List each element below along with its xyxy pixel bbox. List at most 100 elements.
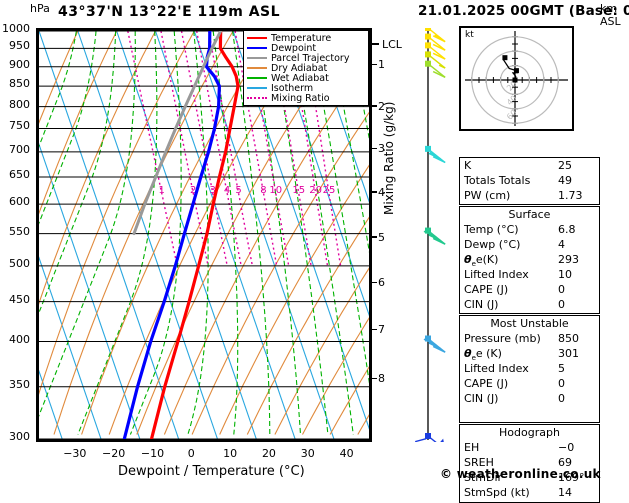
index-row: Totals Totals 49 <box>460 173 599 188</box>
altitude-tick-7: 7 <box>378 323 385 337</box>
box3-title: Most Unstable <box>460 316 599 331</box>
index-value: 25 <box>558 159 572 172</box>
index-value: 301 <box>558 347 579 360</box>
altitude-tick-mark <box>370 63 377 66</box>
altitude-axis-asl-label: ASL <box>600 15 621 28</box>
run-datetime-title: 21.01.2025 00GMT (Base: 00) <box>418 3 629 19</box>
svg-text:3: 3 <box>210 185 216 196</box>
svg-text:10: 10 <box>269 185 282 196</box>
pressure-tick-600: 600 <box>9 195 30 209</box>
index-key: Temp (°C) <box>464 223 519 236</box>
index-key: CIN (J) <box>464 298 499 311</box>
index-value: 0 <box>558 392 565 405</box>
hodograph-indices-box: Hodograph EH −0 SREH 69 StmDir 169° StmSpd (kt)… <box>459 424 600 503</box>
altitude-tick-6: 6 <box>378 276 385 290</box>
index-value: 0 <box>558 298 565 311</box>
index-value: 0 <box>558 377 565 390</box>
x-axis-title: Dewpoint / Temperature (°C) <box>118 464 305 479</box>
svg-text:1: 1 <box>158 185 164 196</box>
temperature-tick-0: 0 <box>187 447 195 460</box>
legend-item-label: Mixing Ratio <box>271 92 330 104</box>
hodograph-unit-label: kt <box>465 30 474 40</box>
pressure-tick-500: 500 <box>9 256 30 270</box>
legend-swatch-icon <box>247 47 267 49</box>
wind-barb <box>425 145 446 164</box>
index-key: K <box>464 159 472 172</box>
index-value: 5 <box>558 362 565 375</box>
box2-title: Surface <box>460 207 599 222</box>
wind-barb-canvas <box>414 25 446 451</box>
pressure-tick-700: 700 <box>9 142 30 156</box>
surface-parcel-box: Surface Temp (°C) 6.8 Dewp (°C) 4 θee(K) 293 Li… <box>459 206 600 314</box>
index-key: StmSpd (kt) <box>464 486 530 499</box>
svg-text:8: 8 <box>260 185 266 196</box>
lcl-label: LCL <box>382 37 402 51</box>
station-coordinates-title: 43°37'N 13°22'E 119m ASL <box>58 4 281 20</box>
legend-item-label: Parcel Trajectory <box>271 52 350 64</box>
index-value: 69 <box>558 456 572 469</box>
index-row: PW (cm) 1.73 <box>460 188 599 203</box>
most-unstable-parcel-box: Most Unstable Pressure (mb) 850 θee (K) 301 L… <box>459 315 600 423</box>
index-key: Totals Totals <box>464 174 531 187</box>
index-row: Lifted Index 5 <box>460 361 599 376</box>
index-key: PW (cm) <box>464 189 511 202</box>
svg-text:5: 5 <box>235 185 241 196</box>
legend-swatch-icon <box>247 37 267 39</box>
pressure-tick-900: 900 <box>9 57 30 71</box>
index-value: 10 <box>558 268 572 281</box>
index-row: CAPE (J) 0 <box>460 376 599 391</box>
wind-barb <box>425 60 446 79</box>
wind-barb <box>425 42 446 60</box>
legend-swatch-icon <box>247 77 267 79</box>
altitude-tick-8: 8 <box>378 372 385 385</box>
index-row: CIN (J) 0 <box>460 297 599 312</box>
index-value: 169° <box>558 471 585 484</box>
legend-item-label: Dry Adiabat <box>271 62 328 74</box>
pressure-tick-400: 400 <box>9 332 30 346</box>
pressure-tick-950: 950 <box>9 39 30 53</box>
wind-barb <box>425 51 446 69</box>
altitude-tick-mark <box>370 281 377 284</box>
index-key: θee(K) <box>464 253 499 269</box>
legend-item-dewpoint: Dewpoint <box>247 43 365 53</box>
pressure-tick-650: 650 <box>9 167 30 181</box>
box4-title: Hodograph <box>460 425 599 440</box>
index-row: EH −0 <box>460 440 599 455</box>
mixing-ratio-axis-title: Mixing Ratio (g/kg) <box>382 101 396 215</box>
pressure-tick-850: 850 <box>9 77 30 91</box>
temperature-tick--30: −30 <box>63 447 87 460</box>
legend-item-isotherm: Isotherm <box>247 83 365 93</box>
section-title: Hodograph <box>499 426 560 439</box>
hodograph-plot: 20 40 60 kt <box>459 26 574 131</box>
index-key: CAPE (J) <box>464 377 509 390</box>
altitude-tick-mark <box>370 377 377 379</box>
pressure-tick-750: 750 <box>9 119 30 133</box>
svg-text:4: 4 <box>224 185 230 196</box>
pressure-axis-unit-label: hPa <box>30 2 50 15</box>
hodograph-ring-label: 60 <box>505 108 519 122</box>
index-value: 0 <box>558 283 565 296</box>
wind-barb <box>425 33 446 51</box>
pressure-tick-450: 450 <box>9 292 30 306</box>
hodograph-ring-label: 40 <box>505 94 519 108</box>
legend-item-parcel-trajectory: Parcel Trajectory <box>247 53 365 63</box>
index-row: Lifted Index 10 <box>460 267 599 282</box>
temperature-tick-40: 40 <box>339 447 354 460</box>
index-row: θee (K) 301 <box>460 346 599 362</box>
general-indices-box: K 25 Totals Totals 49 PW (cm) 1.73 <box>459 157 600 205</box>
legend-item-label: Dewpoint <box>271 42 317 54</box>
legend-item-mixing-ratio: Mixing Ratio <box>247 93 365 103</box>
skewt-plot-area: 1 2 3 4 5 8 10 15 20 25 <box>36 28 372 442</box>
index-key: SREH <box>464 456 494 469</box>
index-row: Dewp (°C) 4 <box>460 237 599 252</box>
wind-barb <box>423 335 446 353</box>
index-value: 49 <box>558 174 572 187</box>
altitude-tick-mark <box>370 191 377 193</box>
index-value: 14 <box>558 486 572 499</box>
index-row: Pressure (mb) 850 <box>460 331 599 346</box>
section-title: Surface <box>508 208 551 221</box>
legend-swatch-icon <box>247 67 267 69</box>
legend-item-label: Isotherm <box>271 82 314 94</box>
